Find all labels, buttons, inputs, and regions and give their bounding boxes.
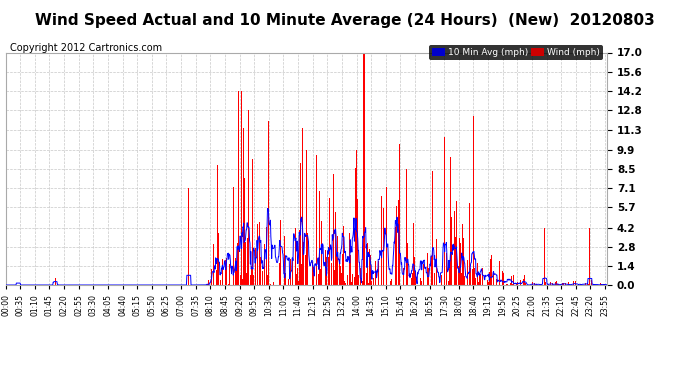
Legend: 10 Min Avg (mph), Wind (mph): 10 Min Avg (mph), Wind (mph) bbox=[429, 45, 602, 60]
Text: Copyright 2012 Cartronics.com: Copyright 2012 Cartronics.com bbox=[10, 43, 162, 52]
Text: Wind Speed Actual and 10 Minute Average (24 Hours)  (New)  20120803: Wind Speed Actual and 10 Minute Average … bbox=[35, 13, 655, 28]
